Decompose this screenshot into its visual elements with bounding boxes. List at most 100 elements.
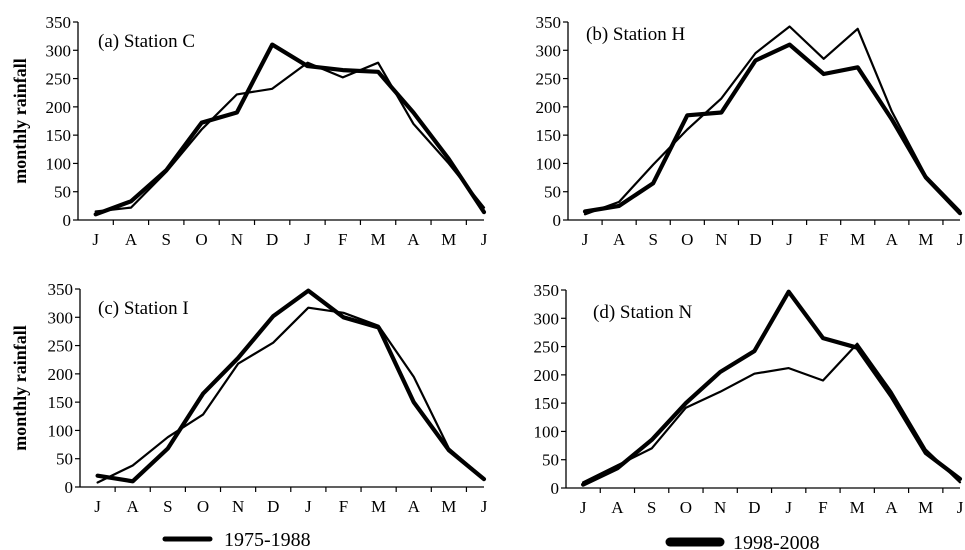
x-tick-label: S (647, 498, 656, 517)
x-tick-label: O (195, 230, 207, 249)
y-tick-label: 350 (46, 13, 72, 32)
y-tick-label: 50 (544, 183, 561, 202)
y-tick-label: 250 (46, 70, 72, 89)
x-tick-label: O (197, 497, 209, 516)
y-tick-label: 200 (46, 98, 72, 117)
x-tick-label: D (267, 497, 279, 516)
series-line-1 (583, 25, 962, 216)
x-tick-label: J (94, 497, 101, 516)
x-tick-label: A (127, 497, 140, 516)
series-line-1 (94, 61, 486, 213)
x-tick-label: N (232, 497, 244, 516)
y-axis-label: monthly rainfall (10, 325, 30, 451)
chart-panel-1: 0 50 100 150 200 250 300 350 J A S O N D J F M A M J (a) Sta… (10, 13, 488, 249)
x-tick-label: A (611, 498, 624, 517)
y-tick-label: 50 (56, 450, 73, 469)
x-tick-label: A (407, 230, 420, 249)
series-line-2 (95, 288, 487, 484)
x-tick-label: A (885, 498, 898, 517)
chart-title: (a) Station C (98, 31, 195, 52)
x-tick-label: A (886, 230, 899, 249)
y-tick-label: 0 (63, 211, 72, 230)
x-tick-label: J (957, 230, 964, 249)
y-tick-label: 150 (536, 126, 562, 145)
x-tick-label: O (681, 230, 693, 249)
x-tick-label: M (918, 230, 933, 249)
y-tick-label: 100 (46, 154, 72, 173)
series-line-1 (96, 306, 486, 484)
y-tick-label: 0 (65, 478, 74, 497)
y-tick-label: 250 (48, 337, 74, 356)
y-tick-label: 200 (536, 98, 562, 117)
x-tick-label: M (918, 498, 933, 517)
y-tick-label: 200 (534, 366, 560, 385)
x-tick-label: J (305, 497, 312, 516)
chart-title: (d) Station N (593, 302, 692, 323)
x-tick-label: N (714, 498, 726, 517)
y-tick-label: 200 (48, 365, 74, 384)
y-tick-label: 350 (534, 281, 560, 300)
y-tick-label: 250 (536, 70, 562, 89)
y-tick-label: 350 (536, 13, 562, 32)
x-tick-label: M (850, 498, 865, 517)
legend-label-1: 1975-1988 (224, 529, 311, 550)
y-tick-label: 250 (534, 338, 560, 357)
x-tick-label: J (786, 230, 793, 249)
x-tick-label: O (680, 498, 692, 517)
y-tick-label: 350 (48, 280, 74, 299)
y-tick-label: 50 (542, 451, 559, 470)
x-tick-label: M (371, 230, 386, 249)
chart-panel-4: 0 50 100 150 200 250 300 350 J A S O N D J F M A M J (d) Sta… (534, 281, 964, 517)
y-tick-label: 300 (536, 41, 562, 60)
y-tick-label: 100 (534, 422, 560, 441)
x-tick-label: D (266, 230, 278, 249)
y-tick-label: 50 (54, 183, 71, 202)
x-tick-label: J (582, 230, 589, 249)
x-tick-label: S (162, 230, 171, 249)
x-tick-label: F (818, 498, 827, 517)
x-tick-label: F (338, 230, 347, 249)
x-tick-label: J (481, 230, 488, 249)
x-tick-label: M (441, 497, 456, 516)
x-tick-label: J (304, 230, 311, 249)
x-tick-label: S (163, 497, 172, 516)
chart-title: (c) Station I (98, 298, 189, 319)
series-line-2 (580, 289, 963, 487)
y-tick-label: 100 (536, 154, 562, 173)
y-tick-label: 150 (534, 394, 560, 413)
y-tick-label: 0 (553, 211, 562, 230)
x-tick-label: J (92, 230, 99, 249)
x-tick-label: J (957, 498, 964, 517)
x-tick-label: D (749, 230, 761, 249)
x-tick-label: F (819, 230, 828, 249)
chart-title: (b) Station H (586, 24, 685, 45)
y-tick-label: 150 (48, 393, 74, 412)
x-tick-label: A (408, 497, 421, 516)
chart-panel-3: 0 50 100 150 200 250 300 350 J A S O N D J F M A M J (c) Sta… (10, 280, 488, 516)
y-tick-label: 300 (534, 309, 560, 328)
legend: 1975-1988 1998-2008 (162, 529, 820, 550)
series-line-2 (93, 42, 487, 217)
x-tick-label: S (648, 230, 657, 249)
x-tick-label: M (850, 230, 865, 249)
x-tick-label: F (339, 497, 348, 516)
series-line-2 (582, 42, 963, 216)
y-tick-label: 300 (48, 308, 74, 327)
x-tick-label: J (481, 497, 488, 516)
x-tick-label: N (715, 230, 727, 249)
x-tick-label: N (231, 230, 243, 249)
y-tick-label: 300 (46, 41, 72, 60)
x-tick-label: M (441, 230, 456, 249)
x-tick-label: A (613, 230, 626, 249)
y-tick-label: 100 (48, 421, 74, 440)
x-tick-label: J (580, 498, 587, 517)
x-tick-label: A (125, 230, 138, 249)
y-tick-label: 150 (46, 126, 72, 145)
x-tick-label: M (371, 497, 386, 516)
series-line-1 (581, 342, 962, 484)
x-tick-label: J (785, 498, 792, 517)
y-axis-label: monthly rainfall (10, 58, 30, 184)
y-tick-label: 0 (551, 479, 560, 498)
